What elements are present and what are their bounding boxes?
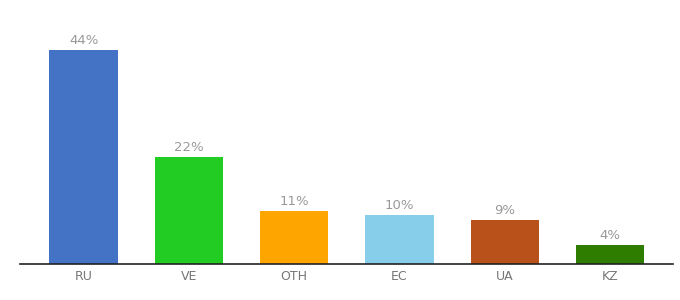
Text: 22%: 22% xyxy=(174,141,204,154)
Bar xyxy=(154,157,223,264)
Bar xyxy=(576,244,644,264)
Bar xyxy=(365,215,434,264)
Bar xyxy=(260,211,328,264)
Text: 4%: 4% xyxy=(600,229,621,242)
Text: 44%: 44% xyxy=(69,34,99,47)
Text: 10%: 10% xyxy=(385,200,414,212)
Bar xyxy=(50,50,118,264)
Text: 11%: 11% xyxy=(279,195,309,208)
Text: 9%: 9% xyxy=(494,204,515,217)
Bar xyxy=(471,220,539,264)
